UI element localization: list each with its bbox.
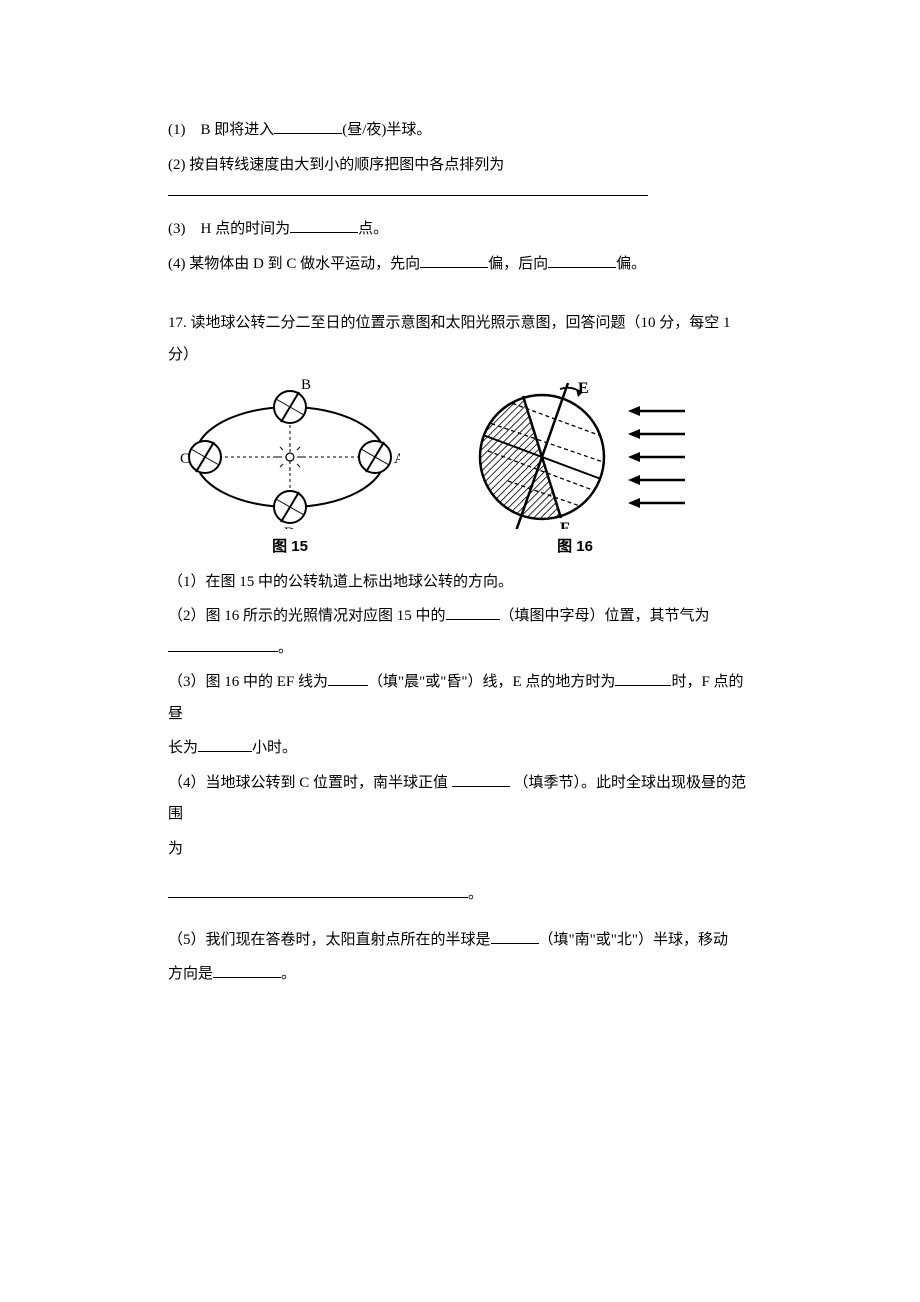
blank-long[interactable] — [168, 880, 468, 898]
q-prev-3-pre: (3) H 点的时间为 — [168, 221, 290, 237]
q17-p2c: 。 — [278, 640, 293, 656]
blank[interactable] — [168, 634, 278, 652]
fig16-caption: 图 16 — [557, 531, 593, 563]
q-prev-2: (2) 按自转线速度由大到小的顺序把图中各点排列为 — [168, 150, 752, 182]
blank[interactable] — [615, 668, 671, 686]
q17-intro: 17. 读地球公转二分二至日的位置示意图和太阳光照示意图，回答问题（10 分，每… — [168, 308, 752, 371]
blank[interactable] — [420, 250, 488, 268]
label-D: D — [284, 525, 295, 529]
label-F: F — [560, 520, 570, 529]
fig16-svg: E F — [460, 379, 690, 529]
q17-p2: （2）图 16 所示的光照情况对应图 15 中的 （填图中字母）位置，其节气为。 — [168, 601, 752, 664]
globe-D — [274, 491, 306, 523]
q17-p5b: （填"南"或"北"）半球，移动 — [539, 932, 729, 948]
q-prev-1: (1) B 即将进入 (昼/夜)半球。 — [168, 115, 752, 147]
q17-p4c: 为 — [168, 841, 183, 857]
figure-15: A B C D 图 15 — [180, 379, 400, 563]
q17-p2b: （填图中字母）位置，其节气为 — [500, 608, 710, 624]
label-A: A — [394, 451, 400, 467]
q-prev-4-pre: (4) 某物体由 D 到 C 做水平运动，先向 — [168, 256, 420, 272]
q17-p4-blank-row: 。 — [168, 879, 752, 911]
sunrays — [628, 406, 685, 508]
q17-p1-text: （1）在图 15 中的公转轨道上标出地球公转的方向。 — [168, 574, 513, 590]
label-B: B — [301, 379, 311, 393]
ray-arrow — [628, 406, 685, 416]
q-prev-1-post: (昼/夜)半球。 — [342, 122, 431, 138]
q-prev-2-text: (2) 按自转线速度由大到小的顺序把图中各点排列为 — [168, 157, 504, 173]
q17-p1: （1）在图 15 中的公转轨道上标出地球公转的方向。 — [168, 567, 752, 599]
fig15-caption: 图 15 — [272, 531, 308, 563]
blank-long[interactable] — [168, 195, 648, 196]
q17-p4a: （4）当地球公转到 C 位置时，南半球正值 — [168, 775, 452, 791]
blank[interactable] — [290, 215, 358, 233]
label-C: C — [180, 451, 190, 467]
q17-p5a: （5）我们现在答卷时，太阳直射点所在的半球是 — [168, 932, 491, 948]
q-prev-4-mid: 偏，后向 — [488, 256, 548, 272]
blank[interactable] — [198, 734, 252, 752]
ray-arrow — [628, 429, 685, 439]
ray-arrow — [628, 452, 685, 462]
blank[interactable] — [213, 960, 281, 978]
q-prev-4: (4) 某物体由 D 到 C 做水平运动，先向 偏，后向 偏。 — [168, 249, 752, 281]
q17-p5c: 方向是 — [168, 966, 213, 982]
blank[interactable] — [274, 116, 342, 134]
q17-p3b: （填"晨"或"昏"）线，E 点的地方时为 — [368, 674, 615, 690]
q-prev-3-post: 点。 — [358, 221, 388, 237]
q17-p4-line1: （4）当地球公转到 C 位置时，南半球正值 （填季节）。此时全球出现极昼的范围 — [168, 768, 752, 831]
blank[interactable] — [548, 250, 616, 268]
blank[interactable] — [452, 769, 510, 787]
q17-p3e: 小时。 — [252, 740, 297, 756]
ray-arrow — [628, 475, 685, 485]
ray-arrow — [628, 498, 685, 508]
figures-row: A B C D 图 15 — [168, 379, 752, 563]
q17-p3a: （3）图 16 中的 EF 线为 — [168, 674, 328, 690]
q17-p4-line2: 为 — [168, 834, 752, 866]
q17-p2a: （2）图 16 所示的光照情况对应图 15 中的 — [168, 608, 446, 624]
q17-p5d: 。 — [281, 966, 296, 982]
q17-intro-text: 17. 读地球公转二分二至日的位置示意图和太阳光照示意图，回答问题（10 分，每… — [168, 315, 731, 363]
blank[interactable] — [491, 926, 539, 944]
fig15-svg: A B C D — [180, 379, 400, 529]
q17-p5-line1: （5）我们现在答卷时，太阳直射点所在的半球是 （填"南"或"北"）半球，移动 — [168, 925, 752, 957]
blank[interactable] — [446, 602, 500, 620]
globe-C — [189, 441, 221, 473]
q17-p4d: 。 — [468, 879, 483, 911]
q-prev-3: (3) H 点的时间为 点。 — [168, 214, 752, 246]
globe-B — [274, 391, 306, 423]
label-E: E — [578, 380, 589, 397]
q17-p3-line1: （3）图 16 中的 EF 线为（填"晨"或"昏"）线，E 点的地方时为时，F … — [168, 667, 752, 730]
q17-p3-line2: 长为 小时。 — [168, 733, 752, 765]
blank[interactable] — [328, 668, 368, 686]
q17-p3d: 长为 — [168, 740, 198, 756]
q-prev-1-pre: (1) B 即将进入 — [168, 122, 274, 138]
figure-16: E F 图 16 — [460, 379, 690, 563]
q-prev-4-post: 偏。 — [616, 256, 646, 272]
globe-A — [359, 441, 391, 473]
q17-p5-line2: 方向是 。 — [168, 959, 752, 991]
